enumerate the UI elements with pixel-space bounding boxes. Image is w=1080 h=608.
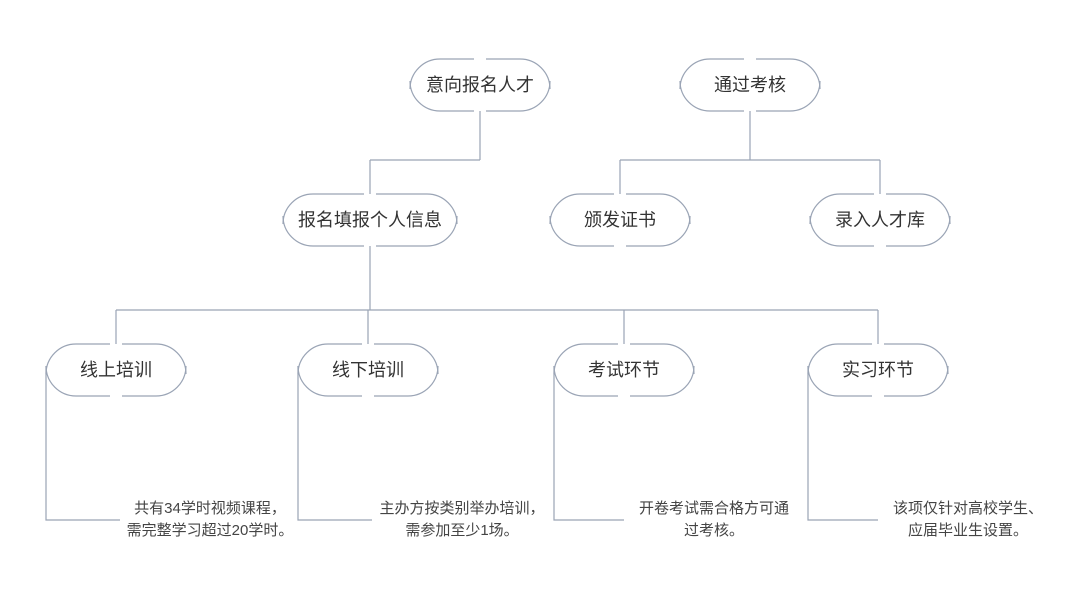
desc-exam-line-0: 开卷考试需合格方可通 [639, 500, 789, 517]
node-root_left-label: 意向报名人才 [426, 75, 534, 95]
node-exam-label: 考试环节 [588, 360, 660, 380]
node-intern-label: 实习环节 [842, 360, 914, 380]
node-signup-label: 报名填报个人信息 [298, 210, 442, 230]
desc-online-line-0: 共有34学时视频课程， [134, 500, 286, 517]
desc-exam-line-1: 过考核。 [684, 522, 744, 539]
desc-offline-line-0: 主办方按类别举办培训， [379, 500, 544, 517]
desc-online-line-1: 需完整学习超过20学时。 [127, 522, 294, 539]
flow-diagram: 意向报名人才 通过考核报名填报个人信息 颁发证书 录入人才库线上培训 线下培训 考试环节 实… [0, 0, 1080, 608]
node-online-label: 线上培训 [80, 360, 152, 380]
desc-intern-line-1: 应届毕业生设置。 [908, 521, 1028, 539]
node-root_right-label: 通过考核 [714, 75, 786, 95]
desc-intern-line-0: 该项仅针对高校学生、 [893, 500, 1043, 517]
node-cert-label: 颁发证书 [584, 210, 656, 230]
node-pool-label: 录入人才库 [835, 210, 925, 230]
node-offline-label: 线下培训 [332, 360, 404, 380]
desc-offline-line-1: 需参加至少1场。 [405, 522, 518, 539]
